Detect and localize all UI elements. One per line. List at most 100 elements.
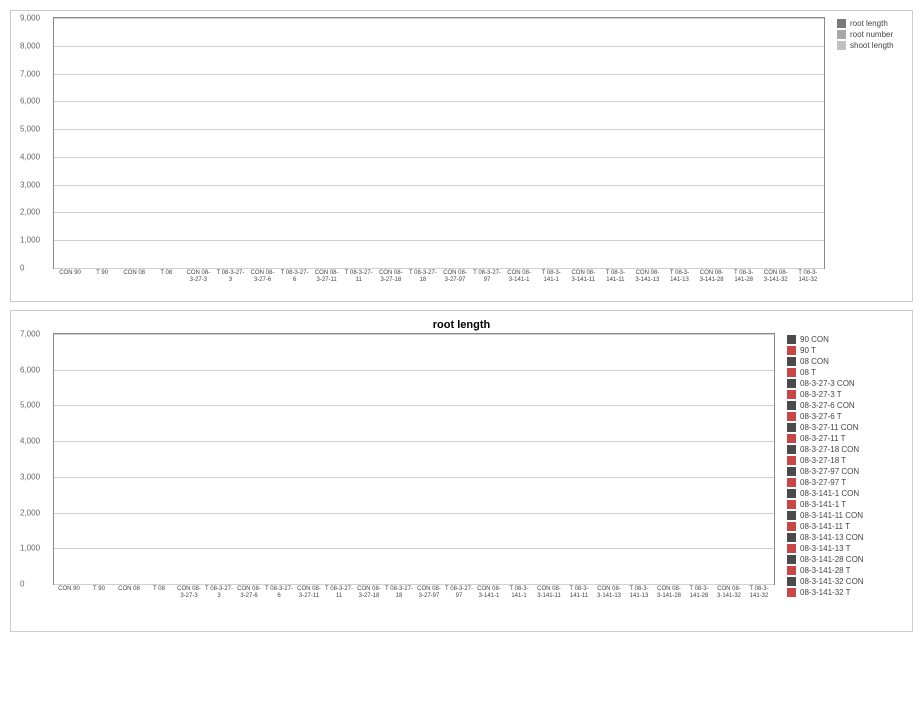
legend-swatch: [787, 511, 796, 520]
legend-label: 08 T: [800, 368, 816, 377]
legend-swatch: [787, 401, 796, 410]
legend-item: 08-3-27-3 T: [787, 390, 864, 399]
legend-item: 08-3-141-11 T: [787, 522, 864, 531]
legend-swatch: [787, 577, 796, 586]
legend-item: 08-3-27-97 T: [787, 478, 864, 487]
legend-item: 08-3-27-97 CON: [787, 467, 864, 476]
legend-item: 08-3-27-11 T: [787, 434, 864, 443]
legend-item: 08-3-141-28 T: [787, 566, 864, 575]
x-axis-label: CON 08-3-27-6: [235, 586, 263, 599]
x-axis-label: CON 90: [56, 270, 84, 277]
x-axis-label: CON 08-3-141-32: [762, 270, 790, 283]
legend-swatch: [787, 368, 796, 377]
legend-label: 08-3-141-13 T: [800, 544, 851, 553]
legend-label: 08-3-27-18 T: [800, 456, 846, 465]
legend-swatch: [787, 533, 796, 542]
legend-label: 08-3-141-13 CON: [800, 533, 864, 542]
x-axis-label: T 08-3-141-1: [505, 586, 533, 599]
legend-item: 08-3-141-1 T: [787, 500, 864, 509]
legend-label: 08-3-27-97 CON: [800, 467, 859, 476]
legend-swatch: [787, 335, 796, 344]
legend-item: 08-3-27-11 CON: [787, 423, 864, 432]
x-axis-label: CON 08-3-141-32: [715, 586, 743, 599]
legend-label: 08-3-141-32 CON: [800, 577, 864, 586]
chart-1: 01,0002,0003,0004,0005,0006,0007,0008,00…: [10, 10, 913, 302]
chart-2-legend: 90 CON 90 T 08 CON 08 T 08-3-27-3 CON 08-3-27…: [787, 333, 864, 599]
legend-label: 90 T: [800, 346, 816, 355]
legend-label: 08-3-141-1 T: [800, 500, 846, 509]
x-axis-label: T 08-3-141-13: [666, 270, 694, 283]
x-axis-label: CON 08: [115, 586, 143, 593]
legend-swatch: [787, 500, 796, 509]
legend-swatch: [787, 555, 796, 564]
legend-item: root number: [837, 30, 894, 39]
legend-item: 08-3-141-13 CON: [787, 533, 864, 542]
x-axis-label: CON 08-3-27-97: [415, 586, 443, 599]
x-axis-label: CON 08-3-141-1: [505, 270, 533, 283]
x-axis-label: T 08: [152, 270, 180, 277]
legend-swatch: [787, 566, 796, 575]
legend-swatch: [787, 357, 796, 366]
legend-item: root length: [837, 19, 894, 28]
legend-item: 08-3-141-11 CON: [787, 511, 864, 520]
x-axis-label: CON 08-3-27-11: [295, 586, 323, 599]
chart-2-plot: 01,0002,0003,0004,0005,0006,0007,000CON …: [53, 333, 775, 585]
x-axis-label: T 08-3-141-32: [745, 586, 773, 599]
legend-label: 08-3-141-32 T: [800, 588, 851, 597]
legend-swatch: [787, 456, 796, 465]
legend-swatch: [787, 588, 796, 597]
legend-label: 08-3-141-1 CON: [800, 489, 859, 498]
legend-swatch: [787, 489, 796, 498]
legend-swatch: [837, 30, 846, 39]
legend-item: 08-3-27-18 T: [787, 456, 864, 465]
x-axis-label: T 08-3-141-32: [794, 270, 822, 283]
x-axis-label: T 08-3-27-11: [325, 586, 353, 599]
legend-item: 08-3-141-32 CON: [787, 577, 864, 586]
legend-swatch: [787, 423, 796, 432]
legend-label: 08-3-141-28 CON: [800, 555, 864, 564]
x-axis-label: T 90: [85, 586, 113, 593]
legend-label: 08-3-27-11 T: [800, 434, 846, 443]
legend-swatch: [787, 434, 796, 443]
legend-swatch: [787, 544, 796, 553]
x-axis-label: CON 08-3-141-1: [475, 586, 503, 599]
legend-item: 08-3-27-3 CON: [787, 379, 864, 388]
x-axis-label: T 08-3-27-97: [445, 586, 473, 599]
x-axis-label: CON 08-3-141-11: [569, 270, 597, 283]
x-axis-label: CON 08-3-141-13: [633, 270, 661, 283]
legend-swatch: [787, 445, 796, 454]
legend-item: 08-3-141-32 T: [787, 588, 864, 597]
chart-1-legend: root length root number shoot length: [837, 17, 894, 269]
legend-item: 90 T: [787, 346, 864, 355]
legend-item: 08 CON: [787, 357, 864, 366]
legend-swatch: [787, 379, 796, 388]
x-axis-label: T 08-3-141-1: [537, 270, 565, 283]
legend-swatch: [837, 41, 846, 50]
legend-label: 08-3-27-11 CON: [800, 423, 859, 432]
legend-swatch: [787, 390, 796, 399]
legend-item: 08-3-27-18 CON: [787, 445, 864, 454]
x-axis-label: CON 08-3-141-11: [535, 586, 563, 599]
legend-label: 08-3-141-11 CON: [800, 511, 863, 520]
legend-label: 08-3-27-18 CON: [800, 445, 859, 454]
legend-swatch: [787, 346, 796, 355]
legend-label: 08-3-27-6 CON: [800, 401, 855, 410]
legend-item: 08-3-27-6 T: [787, 412, 864, 421]
x-axis-label: CON 08-3-27-3: [175, 586, 203, 599]
x-axis-label: T 08-3-27-18: [409, 270, 437, 283]
x-axis-label: T 90: [88, 270, 116, 277]
legend-label: 90 CON: [800, 335, 829, 344]
x-axis-label: T 08-3-141-11: [601, 270, 629, 283]
legend-item: 08 T: [787, 368, 864, 377]
x-axis-label: T 08-3-27-97: [473, 270, 501, 283]
x-axis-label: CON 08: [120, 270, 148, 277]
legend-swatch: [837, 19, 846, 28]
legend-label: 08-3-27-3 CON: [800, 379, 855, 388]
legend-label: shoot length: [850, 41, 894, 50]
x-axis-label: T 08-3-141-11: [565, 586, 593, 599]
x-axis-label: T 08-3-141-28: [730, 270, 758, 283]
legend-swatch: [787, 467, 796, 476]
x-axis-label: CON 08-3-141-28: [655, 586, 683, 599]
legend-label: root length: [850, 19, 888, 28]
x-axis-label: CON 08-3-27-6: [249, 270, 277, 283]
